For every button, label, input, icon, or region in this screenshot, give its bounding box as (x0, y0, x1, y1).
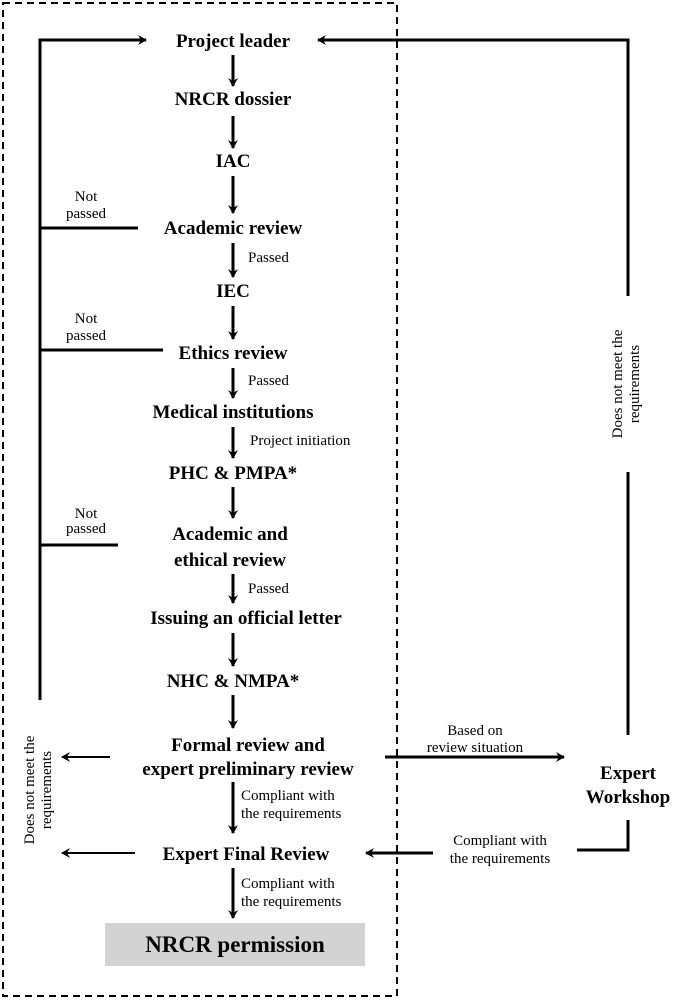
node-nrcr-dossier: NRCR dossier (175, 89, 292, 110)
right-return-loop (317, 35, 630, 858)
label-not-passed: Not (75, 506, 98, 522)
label-project-initiation: Project initiation (250, 433, 351, 449)
node-academic-review: Academic review (164, 218, 303, 239)
node-nrcr-permission: NRCR permission (145, 932, 325, 957)
label-compliant: the requirements (241, 806, 342, 822)
svg-text:requirements: requirements (39, 751, 55, 829)
node-project-leader: Project leader (176, 31, 291, 52)
left-return-loop (38, 35, 163, 858)
svg-text:Does not meet the: Does not meet the (22, 735, 38, 844)
svg-text:Does not meet the: Does not meet the (610, 329, 626, 438)
node-phc-pmpa: PHC & PMPA* (169, 463, 297, 484)
node-academic-ethical-line2: ethical review (174, 550, 286, 571)
label-compliant: Compliant with (453, 833, 547, 849)
node-expert-final-review: Expert Final Review (163, 844, 330, 865)
node-iac: IAC (216, 151, 251, 172)
node-medical-institutions: Medical institutions (153, 402, 314, 423)
label-passed: Passed (248, 581, 289, 597)
node-nhc-nmpa: NHC & NMPA* (167, 671, 300, 692)
label-not-passed: passed (66, 521, 106, 537)
label-compliant: Compliant with (241, 788, 335, 804)
node-expert-workshop-line2: Workshop (586, 787, 670, 808)
label-not-passed: passed (66, 206, 106, 222)
node-iec: IEC (216, 281, 250, 302)
node-ethics-review: Ethics review (179, 343, 288, 364)
svg-text:requirements: requirements (627, 345, 643, 423)
label-compliant: the requirements (450, 851, 551, 867)
label-based-on: Based on (447, 723, 503, 739)
label-based-on: review situation (427, 740, 524, 756)
label-not-passed: Not (75, 311, 98, 327)
node-official-letter: Issuing an official letter (150, 608, 342, 629)
process-boundary (2, 2, 398, 997)
node-expert-workshop-line1: Expert (600, 763, 657, 784)
label-does-not-meet-right: Does not meet the requirements (610, 329, 643, 438)
node-formal-review-line1: Formal review and (171, 735, 325, 756)
node-academic-ethical-line1: Academic and (172, 524, 288, 545)
permission-box (105, 923, 365, 966)
label-compliant: Compliant with (241, 876, 335, 892)
label-compliant: the requirements (241, 894, 342, 910)
label-passed: Passed (248, 373, 289, 389)
label-passed: Passed (248, 250, 289, 266)
node-formal-review-line2: expert preliminary review (142, 759, 354, 780)
label-not-passed: passed (66, 328, 106, 344)
label-not-passed: Not (75, 189, 98, 205)
label-does-not-meet-left: Does not meet the requirements (22, 735, 55, 844)
